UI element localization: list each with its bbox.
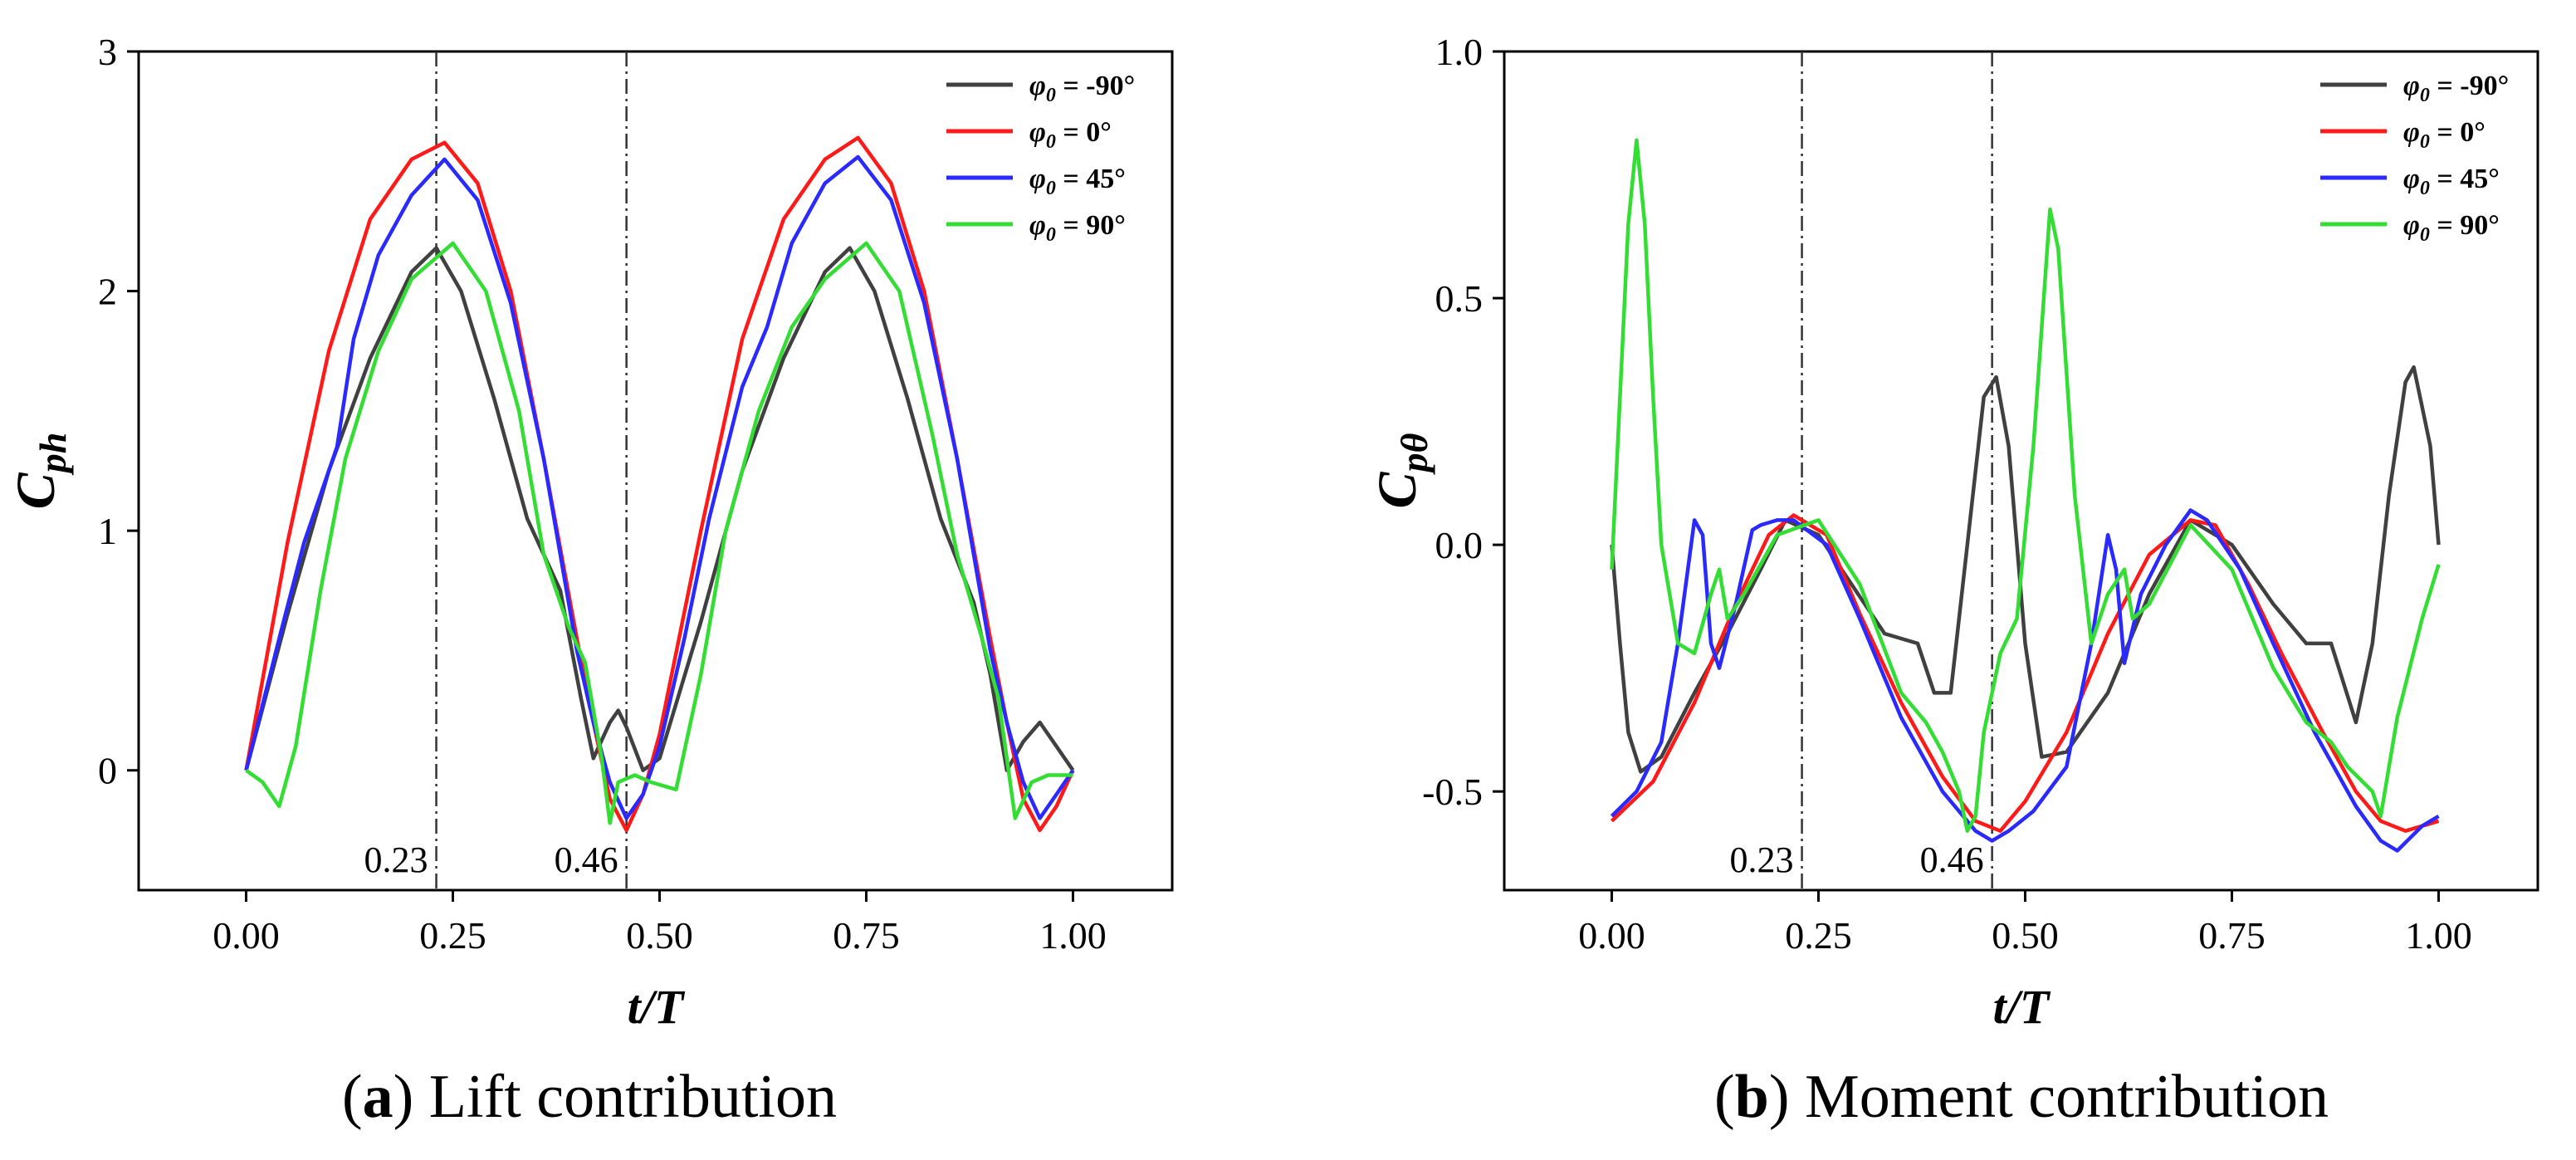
x-tick-label: 1.00 xyxy=(1039,914,1107,957)
reference-line-label: 0.23 xyxy=(1730,839,1794,880)
chart-panel-a: 0.00 0.25 0.50 0.75 1.00 0 1 2 3 0.23 0.46 φ0 = -90… xyxy=(6,31,1174,1131)
legend-label: φ0 = -90° xyxy=(2403,71,2509,106)
y-tick-label: 3 xyxy=(98,31,117,73)
y-tick-label: 0.5 xyxy=(1435,277,1484,320)
series-line xyxy=(1610,365,2441,774)
x-tick-label: 0.25 xyxy=(1785,914,1852,957)
x-tick-label: 1.00 xyxy=(2405,914,2472,957)
legend-label: φ0 = -90° xyxy=(1029,71,1135,106)
legend-label: φ0 = 90° xyxy=(2403,210,2500,246)
panel-caption: (a) Lift contribution xyxy=(342,1063,837,1131)
x-axis-label: t/T xyxy=(1993,980,2051,1034)
x-tick-label: 0.50 xyxy=(1992,914,2059,957)
y-axis-label: Cph xyxy=(6,433,74,510)
plot-frame xyxy=(1503,50,2539,892)
x-tick-label: 0.25 xyxy=(419,914,486,957)
x-tick-label: 0.75 xyxy=(2198,914,2266,957)
y-tick-label: 0.0 xyxy=(1435,524,1484,566)
x-tick-label: 0.00 xyxy=(1578,914,1645,957)
y-tick-label: 1 xyxy=(98,510,117,552)
series-line xyxy=(1610,513,2440,833)
panel-caption: (b) Moment contribution xyxy=(1714,1063,2329,1131)
x-tick-label: 0.75 xyxy=(833,914,900,957)
legend-label: φ0 = 0° xyxy=(1029,117,1112,153)
y-tick-label: 1.0 xyxy=(1435,31,1484,73)
y-tick-label: 0 xyxy=(98,750,117,792)
series-line xyxy=(245,241,1073,825)
x-tick-label: 0.50 xyxy=(626,914,693,957)
y-tick-label: 2 xyxy=(98,271,117,313)
legend-label: φ0 = 45° xyxy=(1029,164,1126,199)
reference-line-label: 0.46 xyxy=(555,839,618,880)
legend-label: φ0 = 0° xyxy=(2403,117,2486,153)
reference-line-label: 0.46 xyxy=(1920,839,1984,880)
y-tick-label: -0.5 xyxy=(1422,771,1483,813)
series-line xyxy=(244,135,1075,833)
series-line xyxy=(1610,508,2440,853)
reference-line-label: 0.23 xyxy=(364,839,428,880)
chart-panel-b: 0.00 0.25 0.50 0.75 1.00 -0.5 0.0 0.5 1.0 0.23 0.4… xyxy=(1367,31,2539,1131)
x-axis-label: t/T xyxy=(628,980,686,1034)
series-line xyxy=(1610,138,2441,833)
legend-label: φ0 = 45° xyxy=(2403,164,2500,199)
y-axis-label: Cpθ xyxy=(1367,433,1435,508)
plot-frame xyxy=(137,50,1174,892)
x-tick-label: 0.00 xyxy=(213,914,280,957)
series-line xyxy=(244,154,1075,820)
legend-label: φ0 = 90° xyxy=(1029,210,1126,246)
